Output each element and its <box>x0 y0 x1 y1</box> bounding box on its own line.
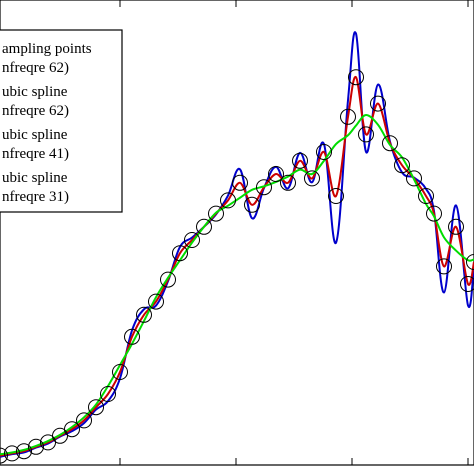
legend-entry-3-line1: ubic spline <box>2 170 68 186</box>
sampling-point-20 <box>232 174 248 191</box>
sampling-point-8 <box>88 399 104 416</box>
sampling-points <box>0 69 474 464</box>
sampling-point-33 <box>382 135 398 152</box>
sampling-point-16 <box>184 232 200 248</box>
sampling-point-23 <box>268 166 284 182</box>
legend-box <box>0 29 123 213</box>
sampling-point-0 <box>0 447 8 464</box>
sampling-point-11 <box>124 328 140 345</box>
sampling-point-38 <box>436 258 452 275</box>
sampling-point-25 <box>292 152 308 169</box>
sampling-point-15 <box>172 245 188 262</box>
sampling-point-1 <box>4 445 20 462</box>
legend: ampling points nfreqre 62) ubic spline n… <box>0 29 123 213</box>
sampling-point-24 <box>280 174 296 191</box>
sampling-point-10 <box>112 364 128 380</box>
legend-entry-2-line2: nfreqre 41) <box>2 146 69 162</box>
legend-entry-1-line1: ubic spline <box>2 84 68 100</box>
x-axis-ticks <box>119 0 469 465</box>
sampling-point-2 <box>16 443 32 460</box>
sampling-point-3 <box>28 438 44 455</box>
sampling-point-12 <box>136 306 152 323</box>
series-line-nfreqre-62 <box>0 76 474 457</box>
legend-entry-0-line1: ampling points <box>2 41 92 57</box>
sampling-point-34 <box>394 157 410 174</box>
sampling-point-30 <box>348 69 364 86</box>
sampling-point-17 <box>196 218 212 235</box>
sampling-point-27 <box>316 144 332 160</box>
sampling-point-29 <box>340 108 356 125</box>
sampling-point-31 <box>358 126 374 143</box>
legend-entry-3-line2: nfreqre 31) <box>2 189 69 205</box>
sampling-point-35 <box>406 170 422 187</box>
sampling-point-22 <box>256 179 272 196</box>
sampling-point-37 <box>426 205 442 222</box>
legend-entry-2-line1: ubic spline <box>2 127 68 143</box>
sampling-point-32 <box>370 95 386 112</box>
sampling-point-19 <box>220 192 236 209</box>
sampling-point-13 <box>148 293 164 310</box>
sampling-point-9 <box>100 386 116 402</box>
sampling-point-40 <box>460 276 474 292</box>
sampling-point-21 <box>244 196 260 213</box>
series-line-nfreqre-41 <box>0 31 474 458</box>
sampling-point-7 <box>76 412 92 429</box>
legend-entry-0-line2: nfreqre 62) <box>2 60 69 76</box>
sampling-point-36 <box>418 188 434 204</box>
series-layer <box>0 31 474 458</box>
legend-entry-1-line2: nfreqre 62) <box>2 103 69 119</box>
sampling-point-39 <box>448 218 464 235</box>
sampling-point-14 <box>160 271 176 288</box>
sampling-point-28 <box>328 188 344 204</box>
sampling-point-41 <box>466 254 474 270</box>
sampling-point-26 <box>304 170 320 187</box>
sampling-point-6 <box>64 421 80 438</box>
series-line-nfreqre-31 <box>0 114 474 456</box>
sampling-point-18 <box>208 205 224 222</box>
